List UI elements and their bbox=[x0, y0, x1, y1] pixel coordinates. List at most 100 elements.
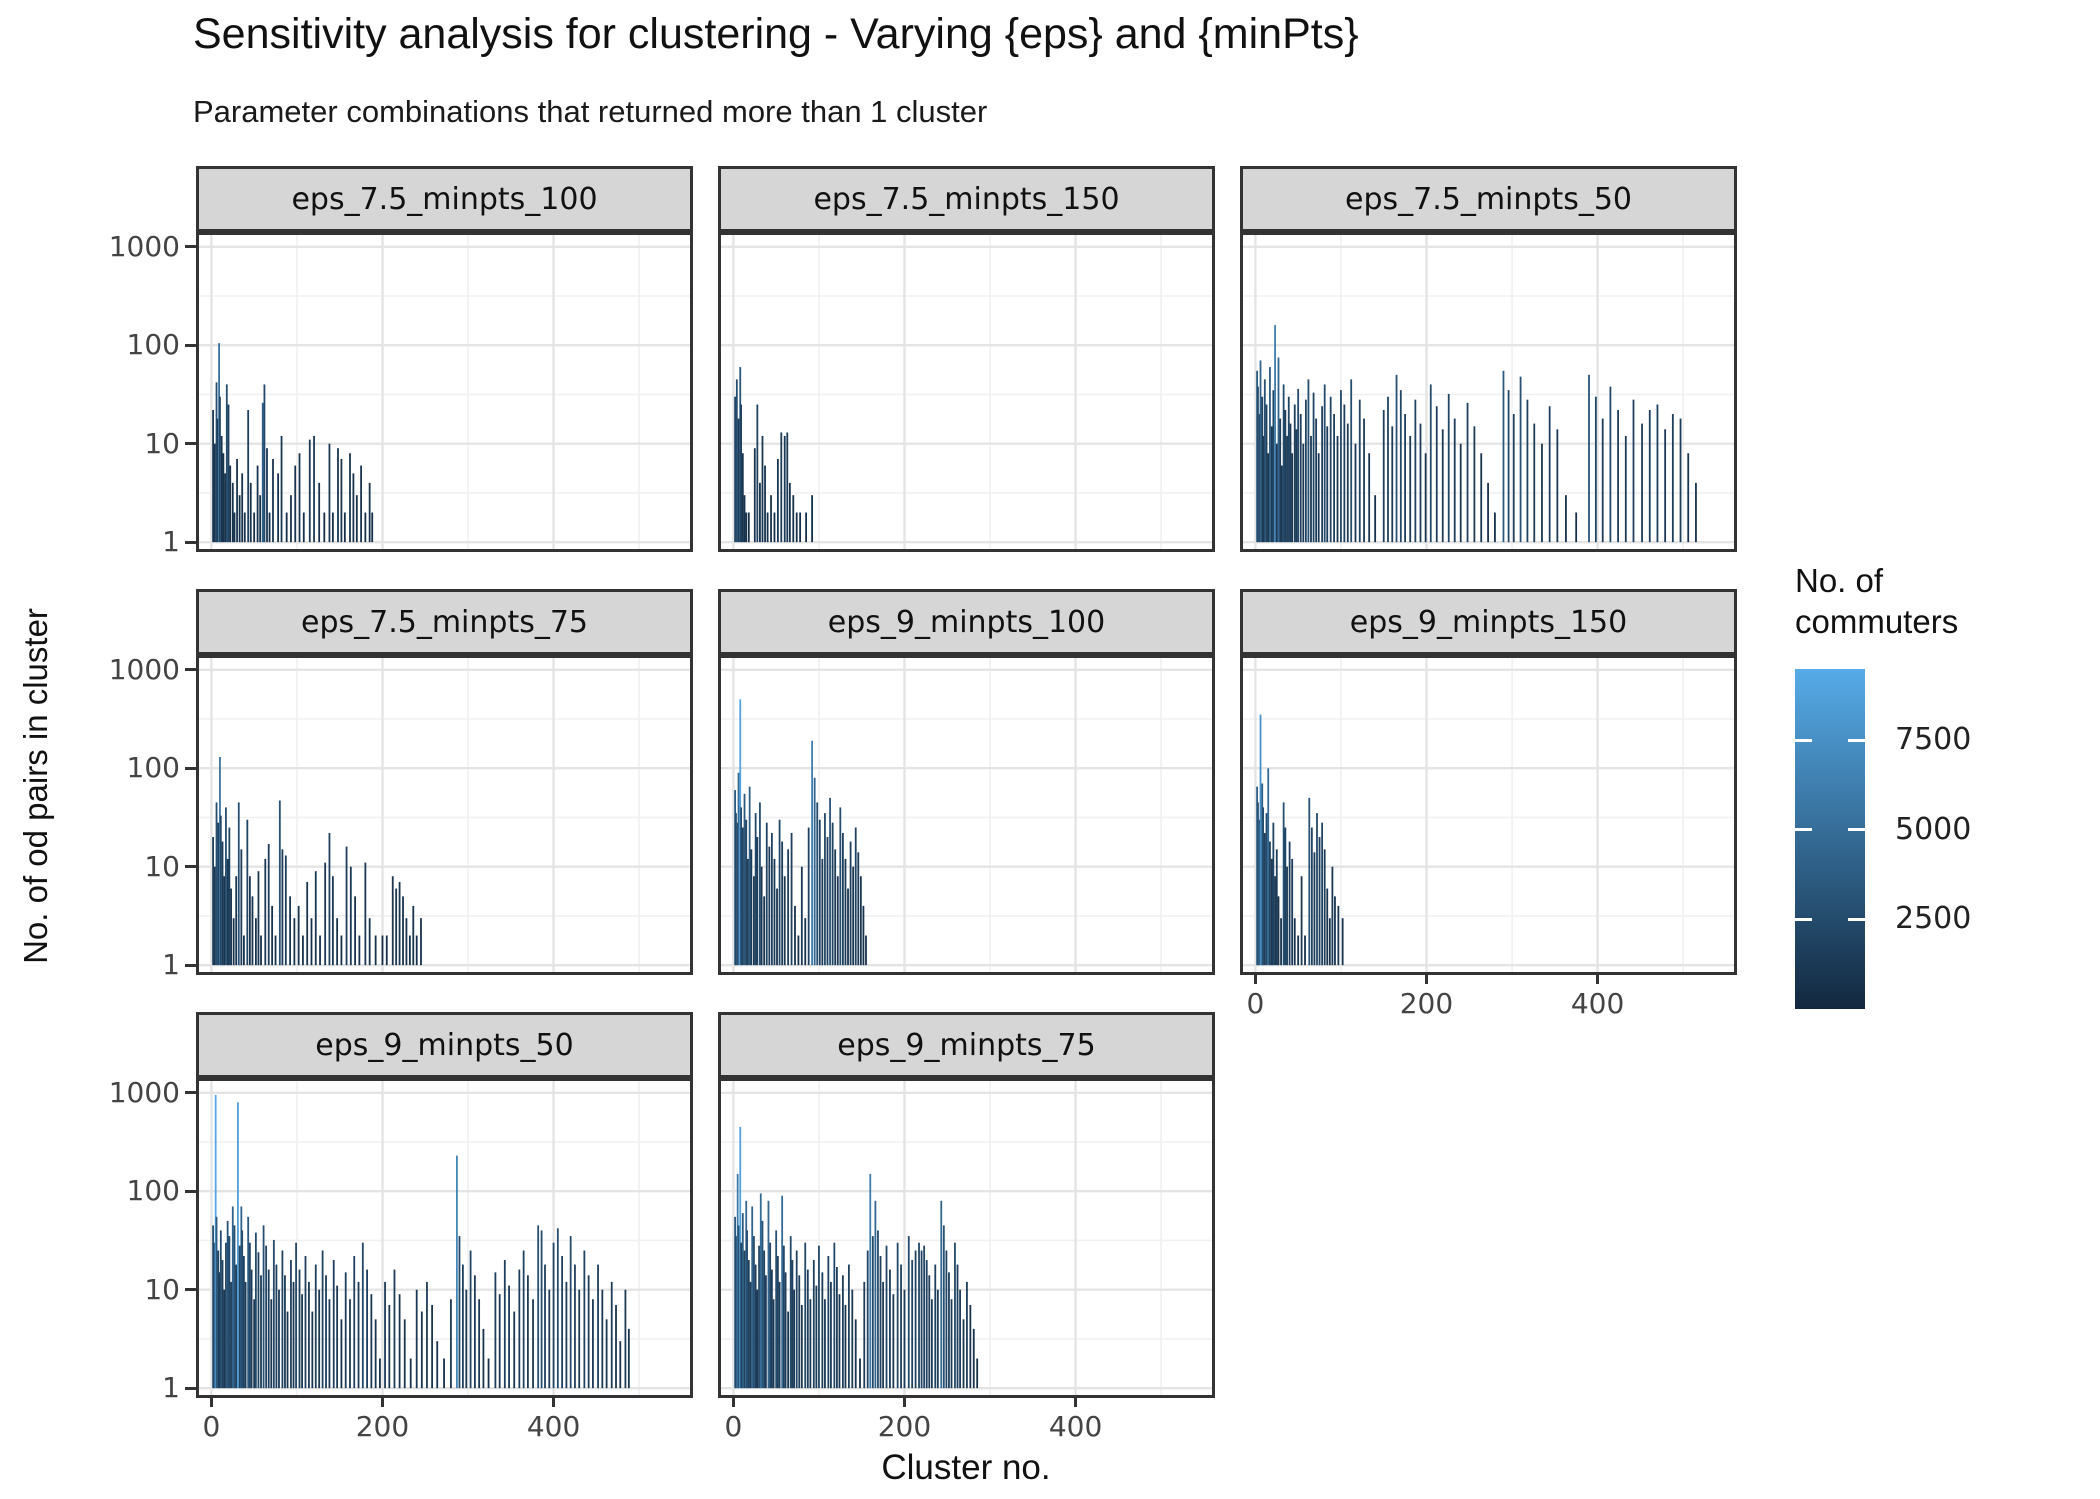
cluster-bar bbox=[778, 1281, 781, 1389]
cluster-bar bbox=[220, 435, 223, 543]
cluster-bar bbox=[1265, 813, 1268, 966]
cluster-bar bbox=[844, 1304, 847, 1389]
cluster-bar bbox=[1279, 418, 1282, 543]
y-tick-mark bbox=[185, 1288, 196, 1292]
cluster-bar bbox=[556, 1228, 559, 1389]
cluster-bar bbox=[277, 473, 280, 543]
cluster-bar bbox=[1326, 888, 1329, 966]
cluster-bar bbox=[747, 1260, 750, 1389]
cluster-bar bbox=[402, 896, 404, 966]
cluster-bar bbox=[972, 1328, 975, 1389]
cluster-bar bbox=[954, 1242, 956, 1389]
cluster-bar bbox=[324, 862, 327, 966]
facet-strip-label: eps_7.5_minpts_100 bbox=[196, 166, 693, 232]
cluster-bar bbox=[415, 1289, 418, 1389]
cluster-bar bbox=[1399, 390, 1402, 543]
y-tick-label: 10 bbox=[144, 849, 180, 883]
cluster-bar bbox=[934, 1264, 937, 1389]
facet-panel bbox=[196, 1078, 693, 1398]
cluster-bar bbox=[1480, 453, 1483, 543]
cluster-bar bbox=[1435, 406, 1438, 543]
cluster-bar bbox=[795, 1250, 798, 1389]
cluster-bar bbox=[285, 512, 288, 543]
cluster-bar bbox=[1275, 849, 1278, 966]
cluster-bar bbox=[482, 1328, 485, 1389]
x-tick-mark bbox=[1253, 973, 1257, 984]
cluster-bar bbox=[778, 819, 781, 966]
legend-tick-mark bbox=[1795, 738, 1812, 742]
cluster-bar bbox=[405, 918, 408, 966]
cluster-bar bbox=[266, 448, 268, 543]
cluster-bar bbox=[751, 1206, 754, 1389]
cluster-bar bbox=[829, 797, 831, 966]
cluster-bar bbox=[278, 800, 281, 966]
cluster-bar bbox=[969, 1304, 972, 1389]
cluster-bar bbox=[1304, 399, 1307, 543]
cluster-bar bbox=[1304, 935, 1306, 966]
cluster-bar bbox=[574, 1264, 576, 1389]
cluster-bar bbox=[456, 1155, 458, 1389]
cluster-bar bbox=[1512, 414, 1515, 543]
cluster-bar bbox=[1695, 482, 1697, 543]
cluster-bar bbox=[251, 896, 254, 966]
plot-title: Sensitivity analysis for clustering - Va… bbox=[193, 10, 1359, 58]
facet-strip-label: eps_9_minpts_150 bbox=[1240, 589, 1737, 655]
y-tick-mark bbox=[185, 668, 196, 672]
cluster-bar bbox=[436, 1341, 439, 1389]
cluster-bar bbox=[247, 1216, 250, 1389]
cluster-bar bbox=[794, 905, 796, 966]
cluster-bar bbox=[627, 1328, 630, 1389]
cluster-bar bbox=[1277, 357, 1280, 543]
cluster-bar bbox=[1429, 384, 1432, 543]
facet-eps_7.5_minpts_150: eps_7.5_minpts_150 bbox=[718, 166, 1215, 552]
cluster-bar bbox=[366, 1269, 368, 1389]
cluster-bar bbox=[799, 512, 802, 543]
cluster-bar bbox=[765, 822, 768, 966]
cluster-bar bbox=[804, 918, 807, 966]
cluster-bar bbox=[308, 1281, 310, 1389]
cluster-bar bbox=[942, 1225, 945, 1389]
cluster-bar bbox=[1293, 404, 1296, 543]
cluster-bar bbox=[839, 807, 842, 966]
cluster-bar bbox=[788, 482, 791, 543]
cluster-bar bbox=[1272, 390, 1275, 543]
cluster-bar bbox=[1284, 827, 1287, 966]
cluster-bar bbox=[854, 1319, 857, 1389]
cluster-bar bbox=[911, 1260, 914, 1389]
cluster-bar bbox=[761, 1220, 764, 1389]
facet-eps_9_minpts_50: eps_9_minpts_50 1000 100 10 1 0 200 400 bbox=[109, 1012, 693, 1443]
cluster-bar bbox=[753, 448, 756, 543]
cluster-bar bbox=[780, 432, 783, 543]
cluster-bar bbox=[754, 1264, 757, 1389]
x-tick-mark bbox=[1074, 1396, 1078, 1407]
cluster-bar bbox=[344, 1272, 347, 1389]
cluster-bar bbox=[1299, 414, 1302, 543]
cluster-bar bbox=[254, 918, 257, 966]
cluster-bar bbox=[1502, 370, 1505, 543]
cluster-bar bbox=[831, 822, 834, 966]
cluster-bar bbox=[1526, 399, 1529, 543]
cluster-bar bbox=[610, 1281, 613, 1389]
cluster-bar bbox=[374, 1319, 377, 1389]
legend-tick-mark bbox=[1848, 828, 1865, 832]
cluster-bar bbox=[225, 807, 227, 966]
cluster-bar bbox=[1262, 807, 1264, 966]
cluster-bar bbox=[275, 1264, 278, 1389]
cluster-bar bbox=[914, 1250, 917, 1389]
cluster-bar bbox=[1318, 837, 1321, 966]
cluster-bar bbox=[1341, 918, 1344, 966]
cluster-bar bbox=[741, 827, 744, 966]
cluster-bar bbox=[956, 1264, 959, 1389]
cluster-bar bbox=[1270, 858, 1273, 966]
cluster-bar bbox=[836, 876, 839, 966]
cluster-bar bbox=[398, 1294, 401, 1389]
cluster-bar bbox=[844, 858, 847, 966]
cluster-bar bbox=[1363, 418, 1365, 543]
y-tick-mark bbox=[185, 343, 196, 347]
cluster-bar bbox=[294, 465, 297, 543]
cluster-bar bbox=[1391, 426, 1394, 543]
legend-title: No. of commuters bbox=[1795, 560, 1958, 643]
legend-tick-label: 5000 bbox=[1895, 811, 1972, 847]
cluster-bar bbox=[1321, 822, 1324, 966]
cluster-bar bbox=[896, 1242, 899, 1389]
